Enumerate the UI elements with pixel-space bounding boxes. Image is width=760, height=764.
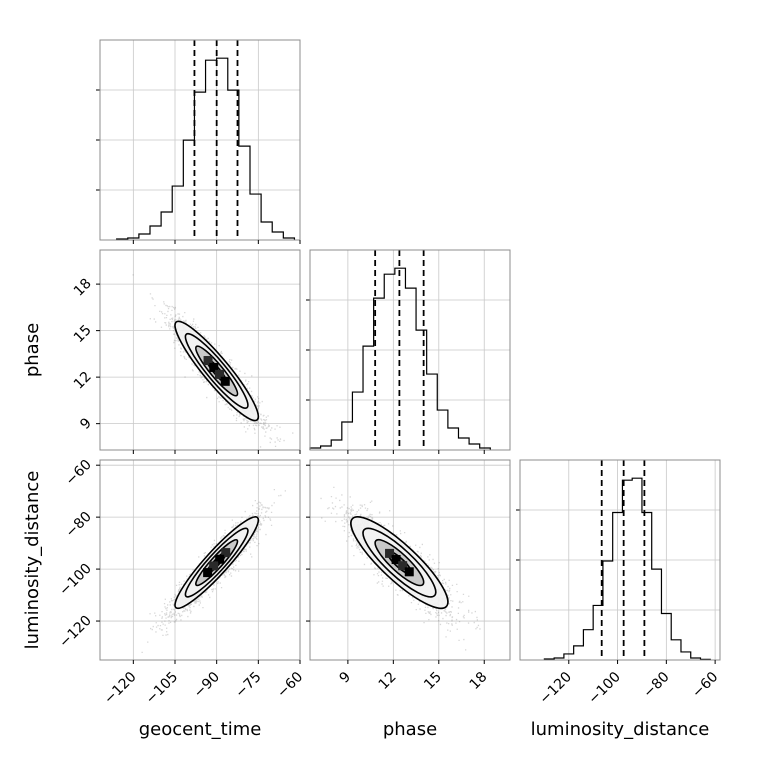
x-tick-label: −120 — [101, 669, 140, 708]
panel-frame — [99, 459, 301, 661]
panel-plot-area — [100, 460, 300, 660]
x-tick-label: −105 — [143, 669, 182, 708]
density-peak-cell — [404, 567, 414, 577]
histogram-phase — [306, 249, 511, 454]
histogram-steps — [309, 267, 491, 450]
x-tick-label: −120 — [537, 669, 576, 708]
x-tick-label: −90 — [191, 669, 223, 701]
x-axis-label-geocent_time: geocent_time — [139, 719, 262, 740]
y-tick-label: −120 — [56, 613, 95, 652]
y-tick-label: −80 — [63, 509, 95, 541]
panel-frame — [519, 459, 721, 661]
x-tick-label: −80 — [640, 669, 672, 701]
density-peak-cell — [215, 554, 225, 564]
histogram-steps — [543, 477, 711, 660]
y-tick-label: −60 — [63, 457, 95, 489]
density-peak-cell — [220, 376, 230, 386]
panel-frame — [309, 249, 511, 451]
scatter-geocent_time-vs-phase: 9 12 15 18 — [71, 249, 301, 454]
histogram-steps — [116, 57, 296, 240]
x-tick-label: 9 — [337, 669, 355, 687]
density-peak-cell — [209, 561, 219, 571]
x-tick-label: 18 — [467, 669, 491, 693]
panel-frame — [99, 39, 301, 241]
y-tick-label: −100 — [56, 561, 95, 600]
density-peak-cell — [215, 369, 225, 379]
density-peak-cell — [385, 548, 395, 558]
density-peak-cell — [203, 568, 213, 578]
x-tick-label: −75 — [232, 669, 264, 701]
density-peak-cell — [398, 561, 408, 571]
panel-frame — [99, 249, 301, 451]
panel-plot-area — [100, 250, 300, 450]
x-tick-label: −60 — [274, 669, 306, 701]
y-tick-label: 9 — [77, 415, 95, 433]
panel-plot-area — [310, 460, 510, 660]
x-axis-label-phase: phase — [383, 719, 437, 740]
x-tick-label: −60 — [689, 669, 721, 701]
y-axis-label-phase: phase — [22, 323, 43, 377]
density-peak-cell — [203, 356, 213, 366]
y-tick-label: 15 — [71, 322, 95, 346]
density-peak-cell — [209, 362, 219, 372]
x-tick-label: 15 — [421, 669, 445, 693]
scatter-phase-vs-luminosity_distance — [306, 459, 511, 664]
density-peak-cell — [391, 555, 401, 565]
density-peak-cell — [221, 548, 231, 558]
x-tick-label: −100 — [585, 669, 624, 708]
panel-frame — [309, 459, 511, 661]
histogram-geocent_time — [96, 39, 301, 244]
x-axis-label-luminosity_distance: luminosity_distance — [531, 719, 710, 740]
histogram-luminosity_distance — [516, 459, 721, 664]
y-tick-label: 18 — [71, 276, 95, 300]
y-axis-label-luminosity_distance: luminosity_distance — [22, 471, 43, 650]
scatter-geocent_time-vs-luminosity_distance: −120 −100 −80 −60 — [56, 457, 301, 664]
y-tick-label: 12 — [71, 369, 95, 393]
x-tick-label: 12 — [376, 669, 400, 693]
